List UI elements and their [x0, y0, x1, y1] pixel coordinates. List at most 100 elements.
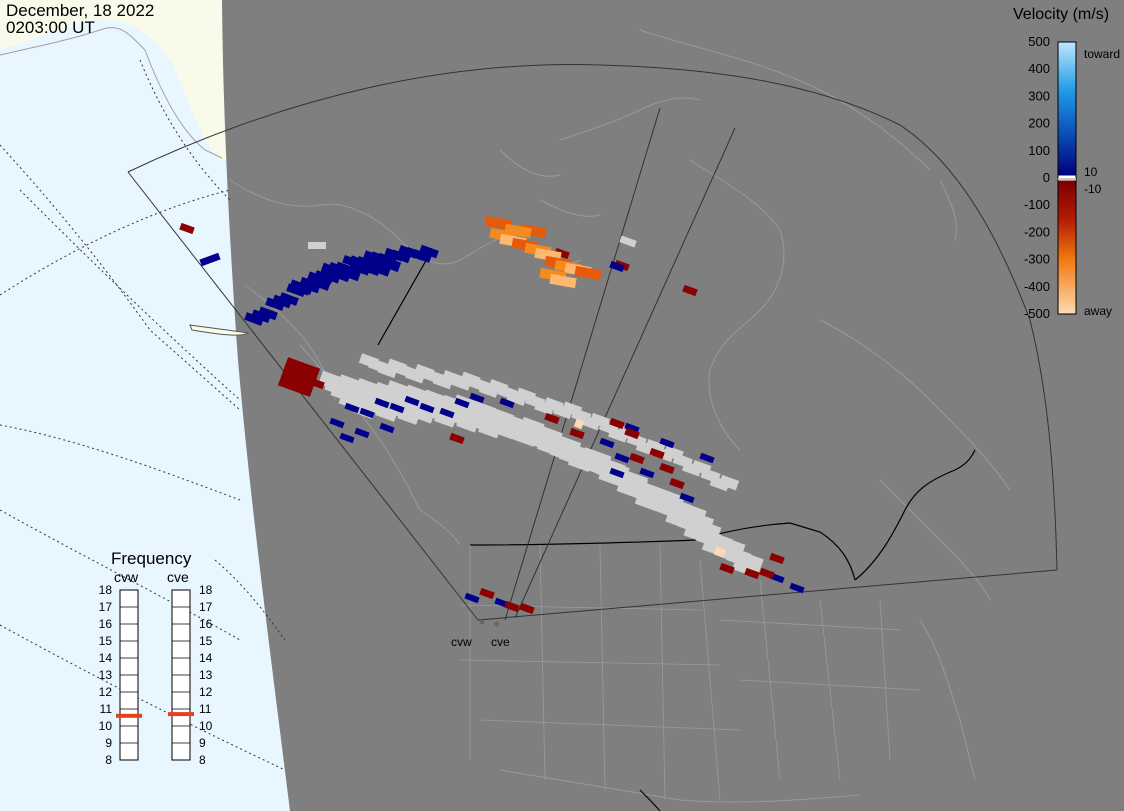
- colorbar-toward-label: toward: [1084, 47, 1120, 61]
- ground-scatter-cell: [434, 409, 457, 428]
- toward-cell: [789, 582, 805, 594]
- toward-cell: [379, 422, 395, 434]
- toward-cell: [272, 294, 292, 309]
- toward-cell: [378, 255, 402, 273]
- toward-cell: [599, 437, 615, 449]
- colorbar-title: Velocity (m/s): [1013, 6, 1110, 23]
- colorbar-gs-neg-label: -10: [1084, 182, 1102, 196]
- freq-scale-label-right: 18: [199, 583, 213, 597]
- scatter-layer: [179, 215, 805, 615]
- freq-scale-label-left: 18: [99, 583, 113, 597]
- toward-cell: [279, 292, 299, 306]
- freq-scale-label-right: 15: [199, 634, 213, 648]
- away-cell: [609, 417, 625, 430]
- ground-scatter-cell: [738, 551, 764, 573]
- away-cell: [569, 427, 585, 440]
- freq-scale-label-left: 8: [105, 753, 112, 767]
- colorbar-ticks: 500 400 300 200 100 0 -100 -200 -300 -400 -500: [1024, 34, 1050, 321]
- freq-scale-label-right: 13: [199, 668, 213, 682]
- ground-scatter-cell: [412, 405, 435, 424]
- toward-cell: [391, 249, 411, 264]
- toward-cell: [609, 467, 625, 479]
- away-mid-cell: [484, 215, 512, 231]
- away-cell: [504, 600, 520, 613]
- toward-cell: [419, 244, 439, 259]
- ground-scatter-cell: [456, 414, 480, 433]
- away-cell: [519, 602, 535, 615]
- toward-cell: [464, 592, 480, 604]
- freq-scale-label-right: 8: [199, 753, 206, 767]
- toward-cell: [639, 467, 655, 479]
- freq-scale-label-right: 10: [199, 719, 213, 733]
- away-cell: [179, 222, 195, 235]
- toward-cell: [288, 279, 312, 296]
- land-northwest: [0, 0, 230, 160]
- colorbar-tick-label: -400: [1024, 279, 1050, 294]
- toward-cell: [499, 397, 515, 409]
- ground-scatter-cell: [478, 382, 500, 398]
- colorbar-gs-pos-label: 10: [1084, 165, 1098, 179]
- toward-cell: [359, 407, 375, 419]
- freq-scale-label-left: 16: [99, 617, 113, 631]
- toward-cell: [244, 312, 264, 326]
- site-cve-marker: [494, 621, 500, 627]
- away-cell: [544, 412, 560, 425]
- site-label-cve: cve: [491, 635, 510, 649]
- colorbar-tick-label: -300: [1024, 252, 1050, 267]
- freq-scale-label-left: 15: [99, 634, 113, 648]
- toward-cell: [454, 397, 470, 409]
- toward-cell: [699, 452, 715, 464]
- toward-cell: [368, 260, 392, 277]
- colorbar-tick-label: 500: [1028, 34, 1050, 49]
- ground-scatter-cell: [698, 520, 722, 540]
- colorbar-tick-label: -500: [1024, 306, 1050, 321]
- ground-scatter-cell: [506, 390, 527, 406]
- borders: [377, 249, 976, 811]
- colorbar-tick-label: -200: [1024, 224, 1050, 239]
- freq-scale-label-right: 12: [199, 685, 213, 699]
- ground-scatter-cell: [478, 420, 502, 439]
- ground-scatter-cell: [375, 403, 399, 422]
- colorbar-tick-label: 100: [1028, 143, 1050, 158]
- night-shading: [222, 0, 1124, 811]
- colorbar-away-label: away: [1084, 304, 1112, 318]
- colorbar-tick-label: 400: [1028, 61, 1050, 76]
- toward-cell: [339, 432, 355, 444]
- away-cell: [649, 447, 665, 460]
- toward-cell: [389, 402, 405, 414]
- time-title: 0203:00 UT: [6, 18, 95, 37]
- freq-scale-label-left: 13: [99, 668, 113, 682]
- date-title: December, 18 2022: [6, 1, 155, 20]
- toward-cell: [679, 492, 695, 504]
- toward-cell: [624, 422, 640, 434]
- toward-cell: [412, 249, 432, 263]
- away-cell: [554, 247, 570, 260]
- colorbar-tick-label: -100: [1024, 197, 1050, 212]
- colorbar-tick-label: 300: [1028, 88, 1050, 103]
- away-cell: [624, 427, 640, 440]
- away-mid-cell: [504, 223, 532, 239]
- ground-scatter-cell: [432, 373, 454, 390]
- toward-cell: [199, 252, 221, 267]
- toward-cell: [404, 395, 420, 407]
- site-cvw-marker: [479, 619, 485, 625]
- toward-cell: [338, 265, 362, 282]
- away-cell: [659, 462, 675, 475]
- toward-cell: [439, 407, 455, 419]
- freq-scale-label-right: 9: [199, 736, 206, 750]
- graticule-light: [0, 59, 286, 771]
- freq-scale-label-right: 16: [199, 617, 213, 631]
- away-mid-cell: [574, 265, 602, 281]
- toward-cell: [659, 437, 675, 449]
- away-cell: [629, 452, 645, 465]
- toward-cell: [298, 276, 322, 294]
- away-cell: [479, 587, 495, 600]
- away-cell: [719, 562, 735, 575]
- away-cell: [449, 432, 465, 445]
- ground-scatter-cell: [552, 403, 574, 420]
- away-light-cell: [713, 546, 727, 558]
- coastline-light: [0, 27, 250, 336]
- freq-scale-label-right: 17: [199, 600, 213, 614]
- ground-scatter-cell: [451, 375, 472, 391]
